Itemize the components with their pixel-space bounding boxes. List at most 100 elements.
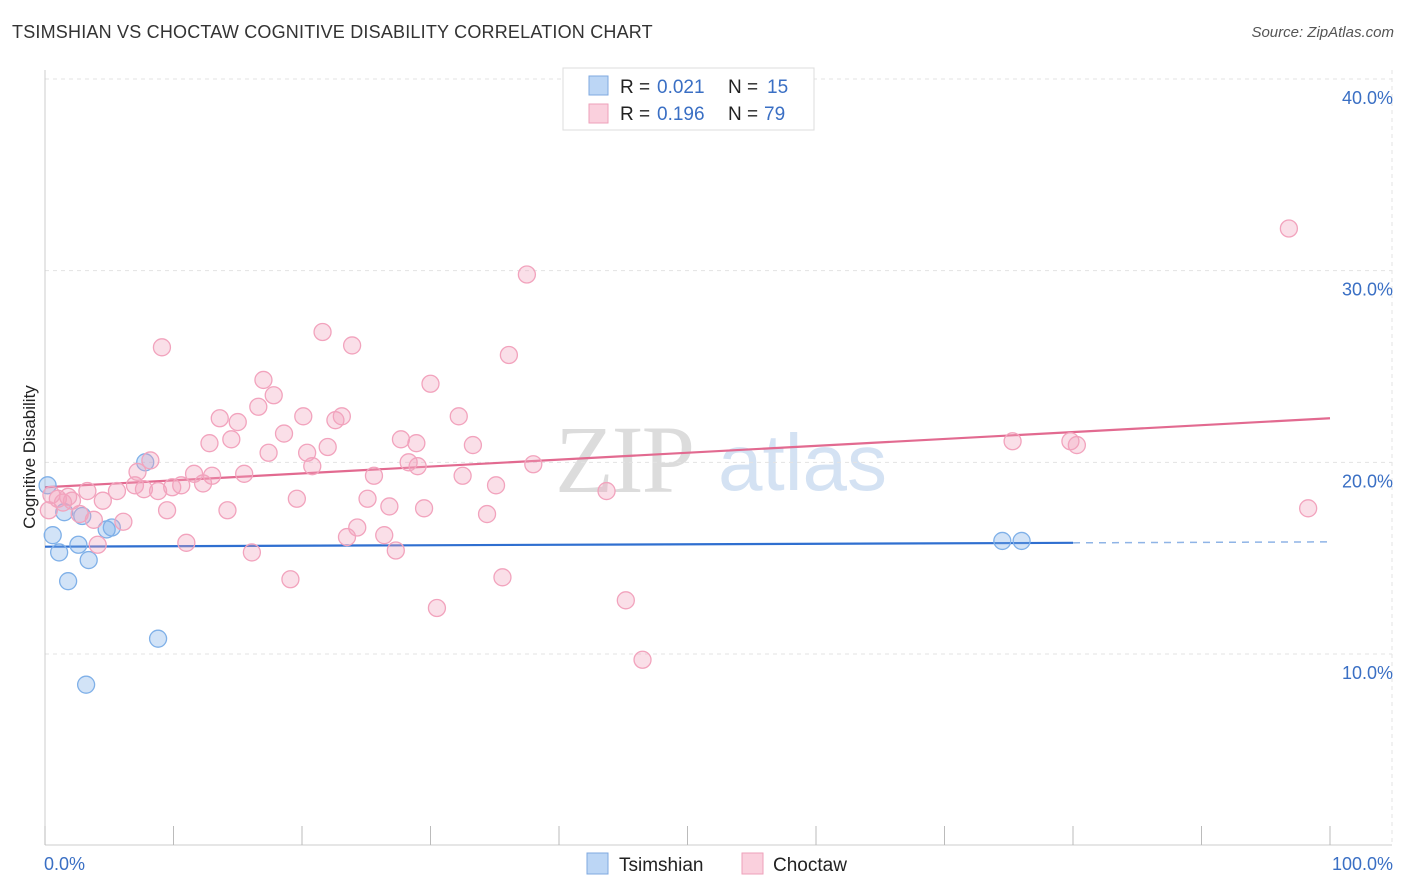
choctaw-point [249,397,268,416]
choctaw-point [348,518,367,537]
choctaw-point [408,457,427,476]
legend-n-value-1: 15 [767,77,788,98]
choctaw-point [1067,435,1087,455]
choctaw-point [386,541,405,560]
bottom-legend-label-tsimshian: Tsimshian [619,855,703,876]
tsimshian-point [148,629,168,648]
legend-n-value-2: 79 [764,104,785,125]
choctaw-point [1279,219,1299,238]
choctaw-point [107,481,127,501]
watermark-atlas: atlas [718,418,887,507]
chart-title: TSIMSHIAN VS CHOCTAW COGNITIVE DISABILIT… [12,22,653,42]
legend-n-label-1: N = [728,77,758,98]
choctaw-point [228,412,247,432]
tsimshian-point [73,506,92,526]
tsimshian-point [1012,531,1031,551]
choctaw-point [399,453,418,472]
choctaw-point [254,370,273,390]
choctaw-point [313,322,332,342]
choctaw-point [414,499,434,518]
choctaw-point [633,650,652,669]
y-tick-label: 10.0% [1342,663,1393,683]
choctaw-point [375,526,394,545]
y-tick-label: 30.0% [1342,280,1393,300]
choctaw-point [287,489,307,508]
choctaw-point [141,451,160,470]
axes: 10.0% 20.0% 30.0% 40.0% 0.0% 100.0% [44,70,1393,874]
choctaw-point [93,491,112,510]
choctaw-trend-line [44,417,1331,489]
choctaw-point [364,466,384,485]
choctaw-point [407,434,426,453]
x-tick-label: 100.0% [1332,854,1393,874]
choctaw-point [114,512,133,531]
choctaw-point [218,501,237,520]
tsimshian-point [102,518,121,537]
choctaw-point [200,434,219,453]
choctaw-point [210,409,229,428]
legend-r-value-2: 0.196 [657,104,705,125]
choctaw-point [358,489,377,508]
series-legend: Tsimshian Choctaw [586,852,847,876]
choctaw-point [486,476,506,495]
choctaw-point [125,476,145,495]
tsimshian-point [43,526,62,545]
y-tick-label: 20.0% [1342,471,1393,491]
choctaw-point [172,476,191,495]
choctaw-point [157,501,177,520]
bottom-legend-swatch-choctaw [741,852,764,875]
legend-swatch-tsimshian [588,75,609,96]
choctaw-point [259,443,278,462]
bottom-legend-swatch-tsimshian [586,852,609,875]
choctaw-point [616,591,635,610]
choctaw-point [163,478,182,497]
legend-r-label-2: R = [620,104,650,125]
choctaw-point [524,455,543,474]
legend-swatch-choctaw [588,103,609,124]
choctaw-point [128,462,147,482]
data-points [38,219,1318,694]
choctaw-point [421,374,440,393]
choctaw-point [332,407,351,426]
choctaw-point [78,481,97,501]
tsimshian-trend-line [44,541,1074,548]
choctaw-point [391,430,411,449]
choctaw-point [202,466,222,485]
choctaw-point [427,598,447,618]
choctaw-point [499,345,519,365]
choctaw-point [177,533,196,552]
x-tick-label: 0.0% [44,854,85,874]
choctaw-point [281,570,300,589]
choctaw-point [1003,432,1022,451]
choctaw-point [303,457,322,476]
tsimshian-point [993,531,1012,551]
choctaw-point [380,497,399,516]
choctaw-point [1299,499,1318,518]
choctaw-point [235,464,254,483]
choctaw-point [152,338,172,357]
tsimshian-trend-extension [1072,541,1331,544]
choctaw-point [148,481,168,501]
choctaw-point [264,386,283,405]
tsimshian-point [58,572,78,591]
choctaw-point [449,407,468,426]
choctaw-point [294,407,313,426]
legend-r-value-1: 0.021 [657,77,705,98]
legend-r-label-1: R = [620,77,650,98]
choctaw-point [53,493,73,512]
choctaw-point [493,568,512,587]
choctaw-point [242,543,262,562]
bottom-legend-label-choctaw: Choctaw [773,855,847,876]
choctaw-point [222,430,241,449]
trend-lines [44,417,1331,548]
choctaw-point [318,437,337,457]
y-axis-label: Cognitive Disability [20,385,39,529]
choctaw-point [274,424,294,443]
choctaw-point [597,481,616,501]
source-credit: Source: ZipAtlas.com [1251,24,1394,41]
choctaw-point [134,480,154,499]
choctaw-point [517,265,537,284]
choctaw-point [463,435,483,455]
y-tick-label: 40.0% [1342,88,1393,108]
